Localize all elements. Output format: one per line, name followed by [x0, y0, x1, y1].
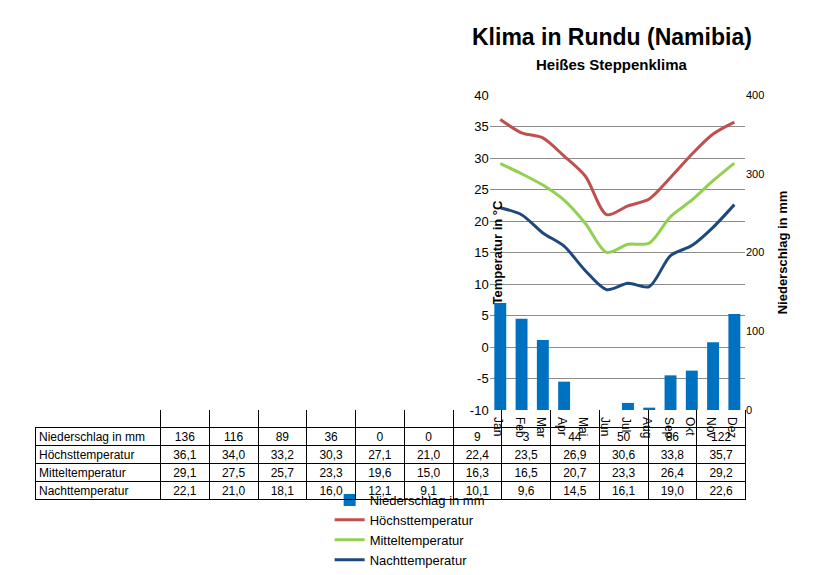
svg-text:20: 20: [474, 214, 488, 229]
svg-text:Feb: Feb: [513, 417, 527, 438]
svg-text:Dez: Dez: [725, 417, 739, 438]
svg-text:400: 400: [746, 89, 764, 101]
svg-text:Jul: Jul: [619, 417, 633, 432]
svg-text:-5: -5: [477, 371, 489, 386]
svg-text:15: 15: [474, 245, 488, 260]
svg-text:0: 0: [746, 404, 752, 416]
svg-text:Apr: Apr: [555, 417, 569, 436]
svg-text:Nov: Nov: [704, 417, 718, 438]
svg-text:300: 300: [746, 168, 764, 180]
svg-text:Sep: Sep: [662, 417, 676, 439]
svg-text:Niederschlag in mm: Niederschlag in mm: [775, 191, 790, 315]
svg-text:40: 40: [474, 88, 488, 103]
svg-text:25: 25: [474, 182, 488, 197]
svg-text:Okt: Okt: [683, 417, 697, 436]
svg-text:Aug: Aug: [640, 417, 654, 438]
svg-text:30: 30: [474, 151, 488, 166]
svg-text:Jun: Jun: [598, 417, 612, 436]
svg-text:Temperatur in °C: Temperatur in °C: [490, 200, 505, 305]
svg-text:Jan: Jan: [491, 417, 505, 436]
svg-text:0: 0: [481, 340, 488, 355]
svg-text:Klima in Rundu (Namibia): Klima in Rundu (Namibia): [472, 24, 752, 50]
svg-text:Nachttemperatur: Nachttemperatur: [370, 553, 467, 568]
svg-text:Mar: Mar: [534, 417, 548, 438]
svg-text:10: 10: [474, 277, 488, 292]
svg-text:100: 100: [746, 325, 764, 337]
svg-text:-10: -10: [470, 403, 489, 418]
svg-text:200: 200: [746, 246, 764, 258]
svg-text:5: 5: [481, 308, 488, 323]
svg-text:35: 35: [474, 119, 488, 134]
svg-text:Mitteltemperatur: Mitteltemperatur: [370, 533, 465, 548]
svg-text:Heißes Steppenklima: Heißes Steppenklima: [536, 56, 688, 73]
svg-text:Mai: Mai: [576, 417, 590, 436]
svg-text:Höchsttemperatur: Höchsttemperatur: [370, 513, 474, 528]
svg-text:Niederschlag in mm: Niederschlag in mm: [370, 493, 485, 508]
